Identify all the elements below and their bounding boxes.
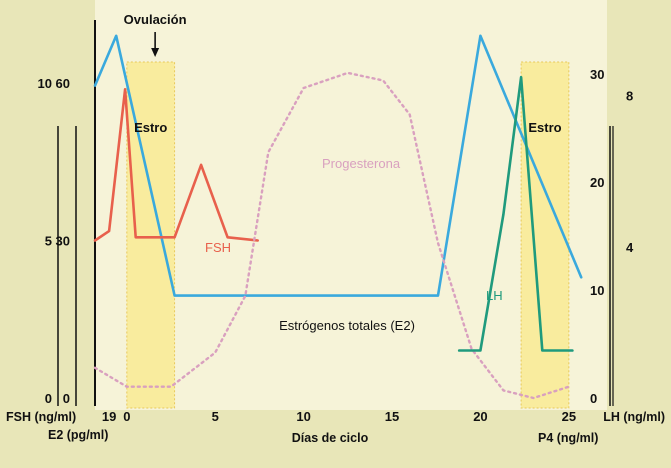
x-tick-0: 19 — [102, 409, 116, 424]
axis-label-lh: LH (ng/ml) — [603, 410, 665, 424]
estro-band-label-1: Estro — [134, 120, 167, 135]
right-axis-2-tick-0: 4 — [626, 240, 634, 255]
series-label-estrogenos: Estrógenos totales (E2) — [279, 318, 415, 333]
series-line-fsh — [93, 88, 260, 242]
x-tick-1: 0 — [123, 409, 130, 424]
left-axis-2-tick-1: 30 — [56, 234, 70, 249]
x-axis-label: Días de ciclo — [292, 431, 369, 445]
x-tick-4: 15 — [385, 409, 399, 424]
axis-label-fsh: FSH (ng/ml) — [6, 410, 76, 424]
axis-label-e2: E2 (pg/ml) — [48, 428, 108, 442]
left-axis-1-tick-2: 10 — [38, 76, 52, 91]
left-axis-1-tick-0: 0 — [45, 391, 52, 406]
x-tick-5: 20 — [473, 409, 487, 424]
right-axis-2-tick-1: 8 — [626, 89, 633, 104]
right-axis-1-tick-2: 20 — [590, 175, 604, 190]
series-line-estrogenos-totales-e2 — [93, 34, 583, 297]
estro-band-2 — [520, 61, 570, 409]
series-label-fsh: FSH — [205, 240, 231, 255]
right-axis-1-tick-1: 10 — [590, 283, 604, 298]
left-axis-2-tick-2: 60 — [56, 76, 70, 91]
series-label-lh: LH — [486, 288, 503, 303]
left-axis-2-tick-0: 0 — [63, 391, 70, 406]
right-axis-1-tick-3: 30 — [590, 67, 604, 82]
series-line-lh — [457, 75, 574, 352]
ovulation-label: Ovulación — [124, 12, 187, 27]
series-label-progesterona: Progesterona — [322, 156, 401, 171]
axis-label-p4: P4 (ng/ml) — [538, 431, 598, 445]
left-axis-1-tick-1: 5 — [45, 234, 52, 249]
right-axis-1-tick-0: 0 — [590, 391, 597, 406]
x-tick-6: 25 — [562, 409, 576, 424]
x-tick-3: 10 — [296, 409, 310, 424]
series-line-progesterona — [93, 71, 571, 400]
x-tick-2: 5 — [212, 409, 219, 424]
estro-band-label-2: Estro — [528, 120, 561, 135]
ovulation-arrow-head — [151, 48, 160, 57]
